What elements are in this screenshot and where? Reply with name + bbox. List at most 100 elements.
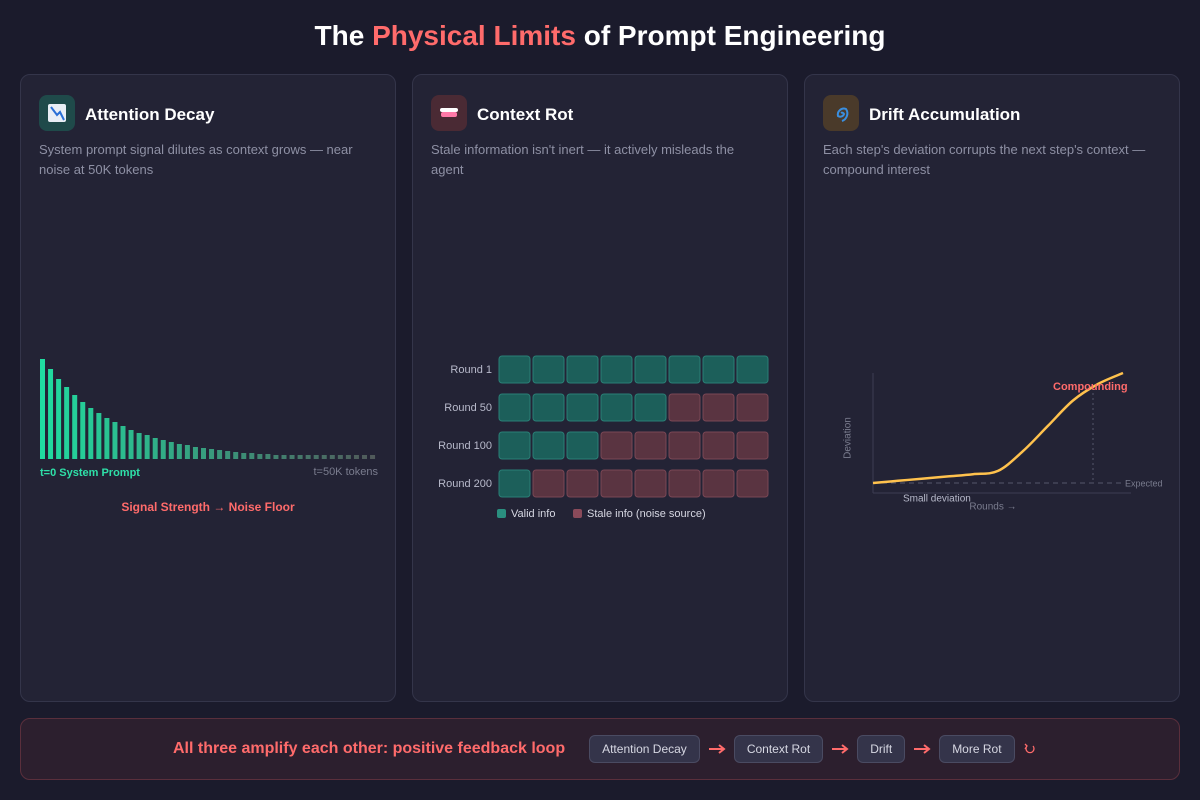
icon-graphic [440, 108, 458, 117]
feedback-loop: Attention Decay Context Rot Drift More Rot [589, 735, 1036, 763]
row-label: Round 200 [438, 478, 492, 490]
bar [56, 379, 62, 459]
valid-cell [600, 393, 633, 422]
bar [120, 426, 126, 459]
legend-swatch [497, 509, 506, 518]
valid-cell [532, 393, 565, 422]
panel-title: Attention Decay [85, 105, 215, 124]
bar [353, 455, 359, 459]
bar [313, 455, 319, 459]
valid-cell [566, 393, 599, 422]
bar [241, 453, 247, 459]
arrow [914, 744, 931, 754]
bar [96, 413, 102, 459]
panel-description: Each step's deviation corrupts the next … [823, 142, 1146, 177]
panel: Attention Decay System prompt signal dil… [20, 74, 396, 702]
bar [64, 387, 70, 459]
bar [128, 430, 134, 459]
row-label: Round 100 [438, 440, 492, 452]
valid-cell [566, 355, 599, 384]
arrow [832, 744, 849, 754]
stale-cell [702, 469, 735, 498]
row-label: Round 1 [450, 364, 492, 376]
stale-cell [736, 393, 769, 422]
bar [321, 455, 327, 459]
panel: Drift Accumulation Each step's deviation… [804, 74, 1180, 702]
panel-title: Drift Accumulation [869, 105, 1021, 124]
stale-cell [668, 469, 701, 498]
caption: Signal Strength → Noise Floor [121, 500, 295, 514]
bar [297, 455, 303, 459]
bar [289, 455, 295, 459]
bar [273, 455, 279, 459]
footer-text: All three amplify each other: positive f… [173, 740, 566, 757]
valid-cell [498, 469, 531, 498]
bar [217, 450, 223, 459]
valid-cell [702, 355, 735, 384]
title-part: The [314, 20, 365, 51]
bar [265, 454, 271, 459]
stale-cell [736, 431, 769, 460]
bar [40, 359, 45, 459]
bar [233, 452, 239, 459]
end-annotation: Compounding [1053, 381, 1128, 393]
bar [176, 444, 182, 459]
row-label: Round 50 [444, 402, 492, 414]
bar [345, 455, 351, 459]
bar [104, 418, 110, 459]
panel: Context Rot Stale information isn't iner… [412, 74, 788, 702]
stale-cell [668, 393, 701, 422]
valid-cell [668, 355, 701, 384]
bar [136, 433, 142, 459]
y-axis-label: Deviation [843, 417, 854, 459]
stale-cell [634, 469, 667, 498]
stale-cell [566, 469, 599, 498]
panel-title: Context Rot [477, 105, 574, 124]
panel-description: Stale information isn't inert — it activ… [431, 142, 735, 177]
legend-swatch [573, 509, 582, 518]
page-title: The Physical Limits of Prompt Engineerin… [0, 20, 1200, 52]
bar [362, 455, 367, 459]
expected-label: Expected [1125, 478, 1163, 488]
bar [80, 402, 86, 459]
bar [144, 435, 150, 459]
bar [305, 455, 311, 459]
bar [48, 369, 54, 459]
bar [168, 442, 174, 459]
bar [329, 455, 335, 459]
icon [39, 95, 75, 131]
loop-step: Context Rot [733, 735, 824, 763]
valid-cell [498, 393, 531, 422]
bar [209, 449, 215, 459]
bar [184, 445, 190, 459]
valid-cell [634, 393, 667, 422]
bar [160, 440, 166, 459]
valid-cell [736, 355, 769, 384]
loop-step: More Rot [939, 735, 1015, 763]
stale-cell [702, 393, 735, 422]
valid-cell [498, 431, 531, 460]
arrow [708, 744, 726, 754]
stale-cell [600, 431, 633, 460]
valid-cell [634, 355, 667, 384]
loop-step: Drift [857, 735, 906, 763]
stale-cell [702, 431, 735, 460]
stale-cell [600, 469, 633, 498]
end-label: t=50K tokens [313, 466, 378, 478]
valid-cell [532, 431, 565, 460]
bar [88, 408, 94, 459]
bar [257, 454, 263, 459]
bar [112, 422, 118, 459]
icon-graphic [48, 104, 66, 122]
bar [249, 453, 255, 459]
bar [370, 455, 376, 459]
stale-cell [532, 469, 565, 498]
bar [72, 395, 78, 459]
title-highlight: Physical Limits [372, 20, 576, 51]
bar [337, 455, 343, 459]
panel-description: System prompt signal dilutes as context … [39, 142, 353, 177]
icon [431, 95, 467, 131]
drift-curve [872, 371, 1124, 485]
legend-label: Stale info (noise source) [587, 508, 706, 520]
